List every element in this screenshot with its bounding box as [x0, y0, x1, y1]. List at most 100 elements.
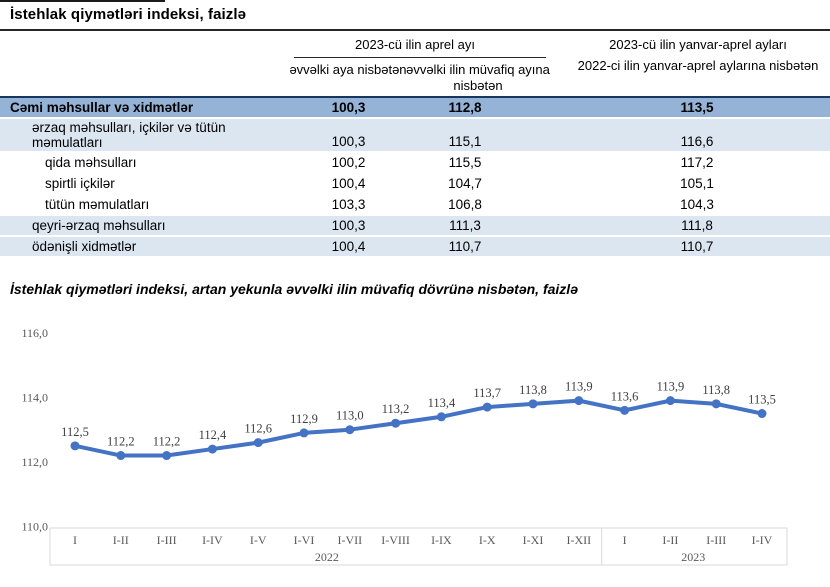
x-axis-tick-label: I-III — [157, 533, 177, 547]
year-label: 2022 — [315, 550, 339, 564]
data-point — [528, 399, 538, 409]
column-group-underline — [294, 57, 546, 58]
data-point — [70, 441, 80, 451]
data-point-label: 112,9 — [290, 412, 318, 426]
data-point — [299, 428, 309, 438]
cell-value: 105,1 — [680, 176, 714, 191]
title-divider — [0, 29, 830, 31]
data-point — [253, 438, 263, 448]
data-point-label: 113,0 — [336, 409, 364, 423]
row-label-text: spirtli içkilər — [45, 176, 115, 191]
cell-value: 110,7 — [680, 239, 714, 254]
cell-value: 113,5 — [680, 100, 714, 115]
table-title: İstehlak qiymətləri indeksi, faizlə — [10, 6, 247, 23]
column-header-prev-month: əvvəlki aya nisbətən — [289, 62, 407, 77]
data-point — [711, 399, 721, 409]
y-axis-tick-label: 116,0 — [21, 326, 48, 340]
data-point-label: 112,2 — [107, 435, 135, 449]
cell-value: 117,2 — [680, 155, 714, 170]
table-row: tütün məmulatları 103,3 106,8 104,3 — [0, 195, 830, 216]
x-axis-tick-label: I-XI — [523, 533, 544, 547]
data-point-label: 112,2 — [153, 435, 181, 449]
row-label-text: qeyri-ərzaq məhsulları — [32, 218, 166, 233]
cell-value: 115,1 — [448, 134, 482, 149]
row-label: tütün məmulatları — [0, 196, 292, 213]
x-axis-tick-label: I-VII — [337, 533, 362, 547]
top-edge-rule — [0, 0, 165, 2]
cell-value: 100,3 — [331, 134, 366, 149]
y-axis-tick-label: 114,0 — [21, 390, 48, 404]
x-axis-tick-label: I-II — [662, 533, 678, 547]
table-row: ödənişli xidmətlər 100,4 110,7 110,7 — [0, 237, 830, 258]
column-header-prev-year-month: əvvəlki ilin müvafiq ayına nisbətən — [406, 62, 550, 93]
data-point-label: 112,4 — [199, 428, 227, 442]
row-label: ödənişli xidmətlər — [0, 238, 292, 255]
x-axis-tick-label: I — [623, 533, 627, 547]
row-label-text: ödənişli xidmətlər — [32, 239, 137, 254]
column-header-jan-apr-line1: 2023-cü ilin yanvar-aprel ayları — [609, 37, 787, 52]
line-chart: 116,0 114,0 112,0 110,0 I I-II I-III I-IV I-V I-V… — [21, 326, 788, 566]
cell-value: 103,3 — [331, 197, 366, 212]
row-label-text: qida məhsulları — [45, 155, 137, 170]
x-axis-tick-label: I-IV — [752, 533, 773, 547]
cell-value: 100,4 — [331, 239, 366, 254]
row-label: qeyri-ərzaq məhsulları — [0, 217, 292, 234]
row-label: ərzaq məhsulları, içkilər və tütün məmul… — [0, 119, 292, 151]
data-point-label: 113,5 — [748, 393, 776, 407]
row-label-text: Cəmi məhsullar və xidmətlər — [10, 100, 194, 115]
data-point-label: 112,6 — [244, 422, 272, 436]
data-point-label: 113,9 — [565, 380, 593, 394]
data-point — [207, 444, 217, 454]
data-point-label: 113,6 — [611, 389, 639, 403]
data-point — [391, 418, 401, 428]
cell-value: 100,4 — [331, 176, 366, 191]
x-axis-tick-label: I-X — [479, 533, 496, 547]
data-point-label: 113,4 — [428, 396, 456, 410]
cell-value: 104,7 — [448, 176, 482, 191]
data-point — [574, 396, 584, 406]
column-header-jan-apr-line2: 2022-ci ilin yanvar-aprel aylarına nisbə… — [577, 58, 819, 73]
x-axis-tick-label: I-III — [706, 533, 726, 547]
x-axis-box — [49, 527, 788, 566]
data-point-label: 113,9 — [657, 380, 685, 394]
column-group-header: 2023-cü ilin aprel ayı — [355, 37, 475, 52]
x-axis-tick-label: I-VIII — [381, 533, 410, 547]
cell-value: 100,2 — [331, 155, 366, 170]
row-label: spirtli içkilər — [0, 175, 292, 192]
cell-value: 115,5 — [448, 155, 482, 170]
table-row: ərzaq məhsulları, içkilər və tütün məmul… — [0, 119, 830, 153]
data-point — [162, 451, 172, 461]
cell-value: 111,8 — [681, 218, 713, 233]
table-row: spirtli içkilər 100,4 104,7 105,1 — [0, 174, 830, 195]
cell-value: 100,3 — [331, 100, 366, 115]
row-label-text: ərzaq məhsulları, içkilər və tütün məmul… — [32, 120, 226, 150]
data-point — [620, 405, 630, 415]
cell-value: 110,7 — [448, 239, 482, 254]
cell-value: 111,3 — [449, 218, 481, 233]
table-row: Cəmi məhsullar və xidmətlər 100,3 112,8 113… — [0, 96, 830, 119]
y-axis-tick-label: 110,0 — [21, 520, 48, 534]
table-row: qida məhsulları 100,2 115,5 117,2 — [0, 153, 830, 174]
data-point — [482, 402, 492, 412]
cell-value: 106,8 — [448, 197, 482, 212]
row-label: qida məhsulları — [0, 154, 292, 171]
data-point-label: 113,7 — [473, 386, 501, 400]
x-axis-tick-label: I-VI — [294, 533, 315, 547]
row-label: Cəmi məhsullar və xidmətlər — [0, 99, 292, 116]
cell-value: 100,3 — [331, 218, 366, 233]
year-label: 2023 — [681, 550, 705, 564]
chart-title: İstehlak qiymətləri indeksi, artan yekun… — [10, 281, 578, 297]
data-point — [757, 409, 767, 419]
data-point-label: 113,2 — [382, 402, 410, 416]
cell-value: 112,8 — [448, 100, 482, 115]
cell-value: 116,6 — [680, 134, 714, 149]
x-axis-tick-label: I-V — [250, 533, 267, 547]
table-row: qeyri-ərzaq məhsulları 100,3 111,3 111,8 — [0, 216, 830, 237]
cell-value: 104,3 — [680, 197, 714, 212]
x-axis-tick-label: I-XII — [566, 533, 591, 547]
x-axis-tick-label: I-IX — [431, 533, 452, 547]
y-axis-tick-label: 112,0 — [21, 455, 48, 469]
table-header: 2023-cü ilin aprel ayı əvvəlki aya nisbə… — [0, 31, 830, 96]
data-point — [665, 396, 675, 406]
